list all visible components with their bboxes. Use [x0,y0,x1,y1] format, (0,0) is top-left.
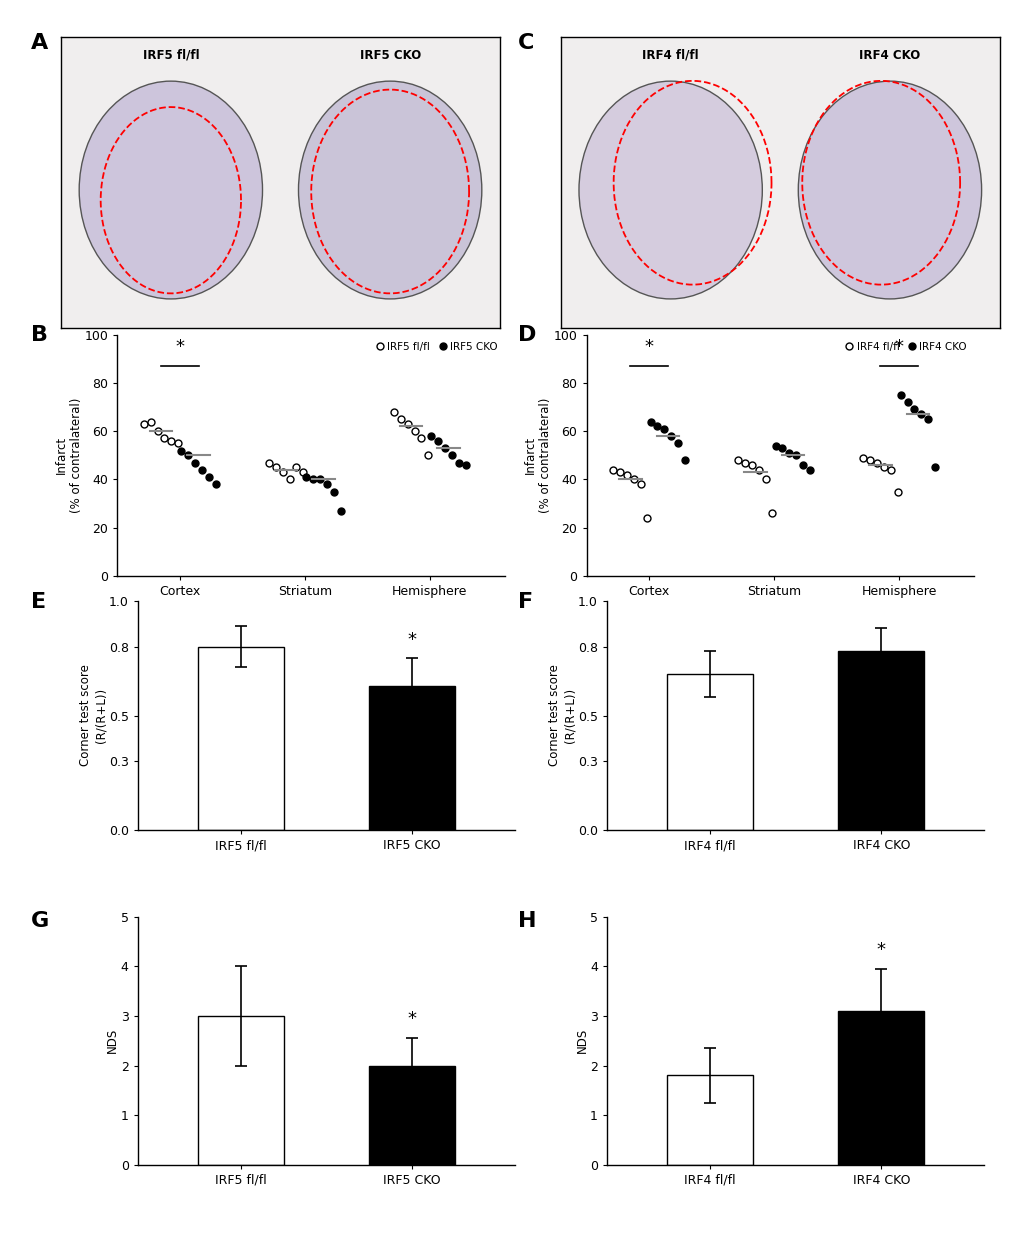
Bar [838,1011,923,1165]
Text: E: E [31,592,46,612]
Ellipse shape [299,81,481,299]
Text: D: D [518,325,536,344]
Text: C: C [518,33,534,53]
Y-axis label: Corner test score
(R/(R+L)): Corner test score (R/(R+L)) [79,664,107,767]
Text: IRF5 CKO: IRF5 CKO [359,48,421,62]
Bar [369,685,454,830]
Legend: IRF4 fl/fl, IRF4 CKO: IRF4 fl/fl, IRF4 CKO [842,339,968,354]
Text: *: * [175,338,184,357]
Text: A: A [31,33,48,53]
Text: H: H [518,911,536,930]
Bar [838,652,923,830]
Text: *: * [644,338,653,357]
Bar [198,647,283,830]
Y-axis label: Corner test score
(R/(R+L)): Corner test score (R/(R+L)) [548,664,576,767]
Legend: IRF5 fl/fl, IRF5 CKO: IRF5 fl/fl, IRF5 CKO [373,339,499,354]
Bar [198,1016,283,1165]
Ellipse shape [579,81,761,299]
Text: IRF4 fl/fl: IRF4 fl/fl [642,48,698,62]
Text: IRF5 fl/fl: IRF5 fl/fl [143,48,199,62]
Bar [369,1066,454,1165]
Text: *: * [408,1010,417,1028]
Text: *: * [876,940,886,959]
Y-axis label: NDS: NDS [106,1028,119,1053]
Y-axis label: Infarct
(% of contralateral): Infarct (% of contralateral) [524,398,551,513]
Bar [666,674,752,830]
Ellipse shape [798,81,980,299]
Text: F: F [518,592,533,612]
Ellipse shape [79,81,262,299]
Text: *: * [894,338,903,357]
Y-axis label: Infarct
(% of contralateral): Infarct (% of contralateral) [55,398,83,513]
Bar [666,1075,752,1165]
Y-axis label: NDS: NDS [575,1028,588,1053]
Text: B: B [31,325,48,344]
Text: *: * [408,631,417,649]
Text: IRF4 CKO: IRF4 CKO [858,48,920,62]
Text: G: G [31,911,49,930]
